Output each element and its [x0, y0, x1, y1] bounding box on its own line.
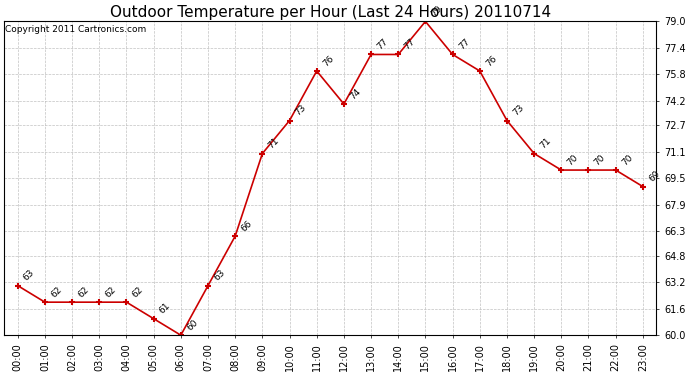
Text: 79: 79 — [430, 4, 444, 19]
Text: 71: 71 — [538, 136, 553, 151]
Text: 71: 71 — [266, 136, 281, 151]
Text: Copyright 2011 Cartronics.com: Copyright 2011 Cartronics.com — [6, 25, 147, 34]
Text: 62: 62 — [104, 285, 118, 299]
Text: 62: 62 — [130, 285, 145, 299]
Text: 63: 63 — [212, 268, 227, 283]
Text: 74: 74 — [348, 87, 362, 101]
Text: 66: 66 — [239, 219, 254, 233]
Text: 76: 76 — [321, 54, 335, 68]
Text: 61: 61 — [158, 302, 172, 316]
Text: 60: 60 — [185, 318, 199, 332]
Text: 62: 62 — [49, 285, 63, 299]
Text: 69: 69 — [647, 169, 662, 184]
Text: 73: 73 — [294, 103, 308, 118]
Text: 62: 62 — [77, 285, 90, 299]
Text: 70: 70 — [620, 153, 634, 167]
Text: 77: 77 — [402, 37, 417, 52]
Text: 70: 70 — [566, 153, 580, 167]
Title: Outdoor Temperature per Hour (Last 24 Hours) 20110714: Outdoor Temperature per Hour (Last 24 Ho… — [110, 5, 551, 20]
Text: 70: 70 — [593, 153, 607, 167]
Text: 77: 77 — [375, 37, 390, 52]
Text: 77: 77 — [457, 37, 471, 52]
Text: 76: 76 — [484, 54, 498, 68]
Text: 63: 63 — [22, 268, 37, 283]
Text: 73: 73 — [511, 103, 526, 118]
